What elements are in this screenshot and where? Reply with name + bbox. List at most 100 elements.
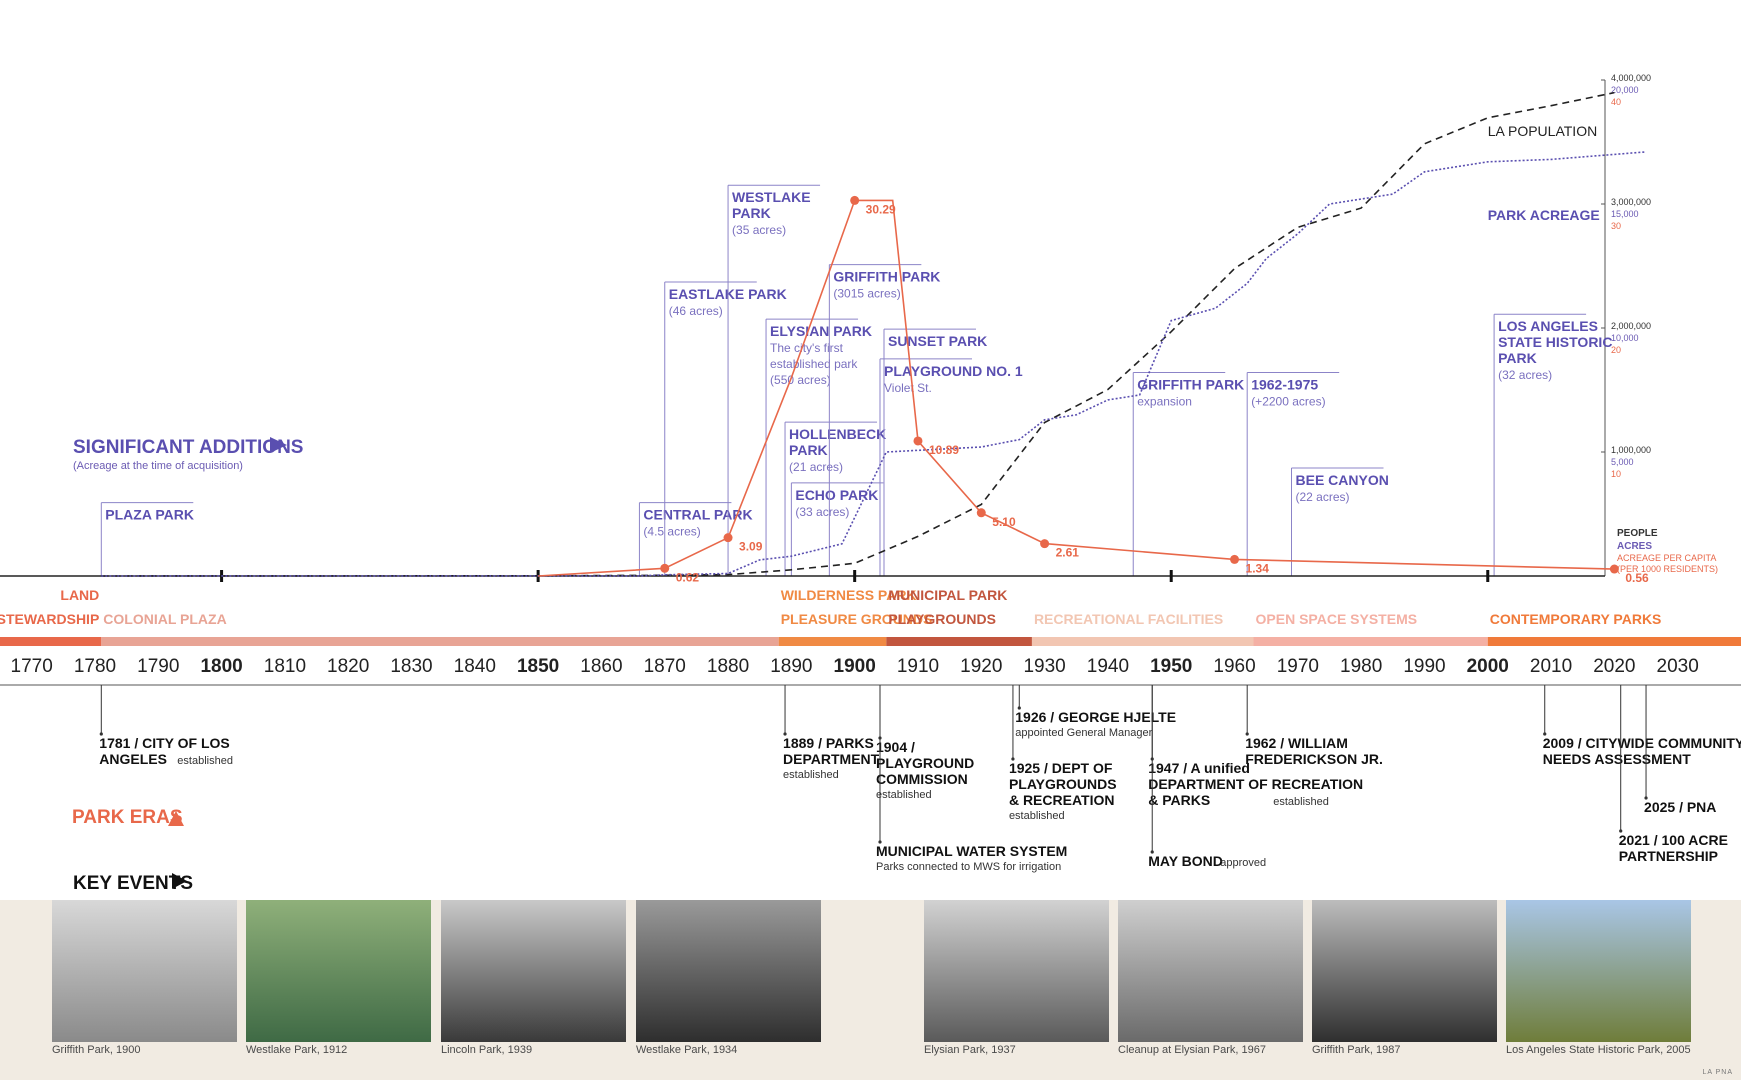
baseline-era-tick: [1169, 570, 1173, 582]
per-capita-point: [1230, 554, 1240, 564]
axis-tick-people: 3,000,000: [1611, 197, 1651, 207]
event-title: FREDERICKSON JR.: [1245, 751, 1383, 767]
event-dot: [1543, 732, 1547, 736]
event-title: 2009 / CITYWIDE COMMUNITY: [1543, 735, 1741, 751]
axis-tick-acres: 10,000: [1611, 333, 1639, 343]
event-title: COMMISSION: [876, 771, 968, 787]
addition-label: (35 acres): [732, 223, 786, 237]
era-label: RECREATIONAL FACILITIES: [1034, 611, 1223, 627]
event-dot: [99, 732, 103, 736]
per-capita-point: [723, 533, 733, 543]
era-bar: [101, 637, 779, 646]
decade-tick-label: 1890: [770, 656, 812, 677]
series-line-la-population: [101, 91, 1615, 577]
series-line-acreage-per-capita: [538, 199, 1615, 577]
event-title: NEEDS ASSESSMENT: [1543, 751, 1692, 767]
addition-label: (46 acres): [669, 304, 723, 318]
decade-tick-label: 1940: [1087, 656, 1129, 677]
era-bar: [886, 637, 1032, 646]
axis-tick-per-capita: 20: [1611, 345, 1621, 355]
axis-tick-acres: 20,000: [1611, 85, 1639, 95]
event-dot: [783, 732, 787, 736]
photo-image: [924, 900, 1109, 1042]
addition-label: SUNSET PARK: [888, 333, 987, 349]
era-label: COLONIAL PLAZA: [103, 611, 226, 627]
photo-caption: Griffith Park, 1987: [1312, 1044, 1401, 1056]
addition-label: PARK: [1498, 350, 1537, 366]
event-title: & PARKS: [1148, 792, 1210, 808]
park-eras-title: PARK ERAS: [72, 807, 183, 828]
per-capita-value-label: 3.09: [739, 540, 763, 554]
legend-people-label: PEOPLE: [1617, 528, 1658, 539]
addition-label: PARK: [789, 442, 828, 458]
photo-caption: Lincoln Park, 1939: [441, 1044, 533, 1056]
photo-caption: Westlake Park, 1912: [246, 1044, 348, 1056]
legend-acres-label: ACRES: [1617, 541, 1652, 552]
event-dot: [1150, 850, 1154, 854]
baseline-era-tick: [853, 570, 857, 582]
axis-tick-per-capita: 40: [1611, 97, 1621, 107]
addition-label: (21 acres): [789, 460, 843, 474]
baseline-era-tick: [1486, 570, 1490, 582]
decade-tick-label: 1840: [454, 656, 496, 677]
event-note: established: [783, 769, 839, 781]
event-note: established: [1273, 796, 1329, 808]
axis-tick-per-capita: 10: [1611, 469, 1621, 479]
park-history-chart: 1,000,000 5,000 10 2,000,000 10,000 20 3,000,0…: [0, 73, 1741, 894]
historic-photo: [441, 900, 626, 1042]
event-title: 2025 / PNA: [1644, 799, 1716, 815]
event-dot: [1011, 757, 1015, 761]
photo-image: [246, 900, 431, 1042]
addition-label: established park: [770, 357, 858, 371]
series-name-label: LA POPULATION: [1488, 123, 1597, 139]
decade-tick-label: 2010: [1530, 656, 1572, 677]
addition-label: ECHO PARK: [795, 487, 878, 503]
decade-tick-label: 1920: [960, 656, 1002, 677]
axis-tick-people: 1,000,000: [1611, 445, 1651, 455]
addition-label: (33 acres): [795, 505, 849, 519]
historic-photo: [52, 900, 237, 1042]
event-dot: [1017, 706, 1021, 710]
era-bar: [1253, 637, 1488, 646]
addition-label: STATE HISTORIC: [1498, 334, 1612, 350]
significant-additions-title: SIGNIFICANT ADDITIONS: [73, 437, 303, 458]
series-name-label: PARK ACREAGE: [1488, 207, 1600, 223]
significant-additions-subtitle: (Acreage at the time of acquisition): [73, 460, 243, 472]
addition-label: (32 acres): [1498, 368, 1552, 382]
era-bar: [778, 637, 887, 646]
photo-image: [441, 900, 626, 1042]
decade-tick-label: 1970: [1277, 656, 1319, 677]
decade-tick-label: 2030: [1657, 656, 1699, 677]
addition-label: ELYSIAN PARK: [770, 323, 872, 339]
historic-photo: [924, 900, 1109, 1042]
addition-label: (3015 acres): [833, 287, 900, 301]
historic-photo: [636, 900, 821, 1042]
axis-tick-acres: 15,000: [1611, 209, 1639, 219]
event-note: established: [177, 755, 233, 767]
era-label: CONTEMPORARY PARKS: [1490, 611, 1662, 627]
decade-tick-label: 1910: [897, 656, 939, 677]
addition-label: PLAYGROUND NO. 1: [884, 363, 1023, 379]
event-title: 1947 / A unified: [1148, 760, 1250, 776]
event-title: MUNICIPAL WATER SYSTEM: [876, 843, 1067, 859]
addition-label: WESTLAKE: [732, 189, 811, 205]
photo-image: [52, 900, 237, 1042]
historic-photo: [1312, 900, 1497, 1042]
legend-per-capita-label: ACREAGE PER CAPITA: [1617, 553, 1716, 563]
addition-label: The city's first: [770, 341, 844, 355]
era-label: WILDERNESS PARK: [781, 587, 917, 603]
per-capita-value-label: 1.34: [1246, 561, 1270, 575]
per-capita-value-label: 10.89: [929, 443, 959, 457]
event-title: DEPARTMENT: [783, 751, 880, 767]
photo-caption: Elysian Park, 1937: [924, 1044, 1016, 1056]
per-capita-point: [913, 436, 923, 446]
key-events-title: KEY EVENTS: [73, 873, 193, 894]
event-title: 1781 / CITY OF LOS: [99, 735, 229, 751]
photo-caption: Cleanup at Elysian Park, 1967: [1118, 1044, 1266, 1056]
addition-label: PARK: [732, 205, 771, 221]
decade-tick-label: 1810: [264, 656, 306, 677]
decade-tick-label: 1930: [1023, 656, 1065, 677]
axis-tick-acres: 5,000: [1611, 457, 1634, 467]
event-title: 2021 / 100 ACRE: [1619, 832, 1728, 848]
event-dot: [1245, 732, 1249, 736]
